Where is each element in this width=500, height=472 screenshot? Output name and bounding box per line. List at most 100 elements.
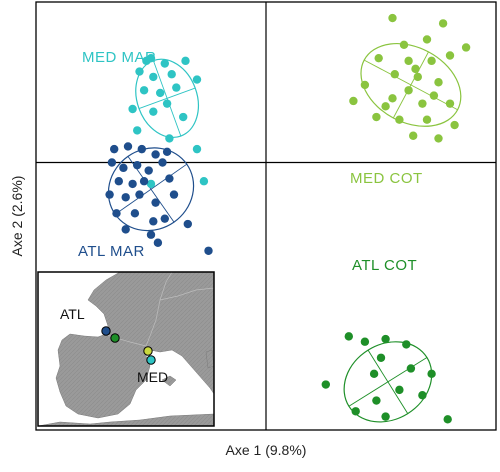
point-med-cot-25: [381, 102, 390, 111]
point-atl-cot-6: [406, 364, 416, 373]
point-med-cot-20: [395, 115, 404, 124]
point-atl-mar-24: [146, 230, 156, 239]
point-atl-mar-23: [121, 225, 130, 234]
point-atl-mar-14: [105, 190, 114, 199]
point-atl-cot-14: [443, 415, 452, 424]
point-med-mar-14: [179, 112, 188, 122]
point-atl-mar-2: [137, 144, 146, 154]
point-atl-mar-11: [128, 179, 137, 189]
point-med-mar-8: [139, 86, 149, 95]
point-med-cot-23: [409, 131, 418, 140]
point-med-cot-6: [404, 56, 413, 66]
point-med-cot-8: [445, 51, 455, 60]
point-med-cot-9: [390, 70, 399, 79]
point-med-cot-19: [372, 112, 381, 122]
point-med-cot-13: [404, 86, 413, 95]
inset-map-corsica: [205, 349, 214, 369]
point-atl-cot-11: [372, 396, 381, 405]
label-atl-cot: ATL COT: [352, 257, 417, 274]
point-med-cot-24: [434, 134, 443, 143]
point-med-mar-10: [172, 83, 181, 92]
point-atl-cot-13: [381, 412, 390, 421]
point-med-mar-18: [146, 179, 156, 189]
point-med-cot-16: [388, 94, 397, 103]
point-med-cot-0: [388, 13, 397, 23]
label-med-cot: MED COT: [350, 170, 423, 187]
x-axis-title: Axe 1 (9.8%): [226, 442, 307, 458]
point-med-mar-6: [167, 70, 176, 79]
label-atl-mar: ATL MAR: [78, 243, 145, 260]
inset-map-land: [55, 272, 214, 419]
point-med-mar-15: [133, 126, 142, 135]
point-atl-mar-27: [204, 246, 213, 255]
map-label-atl: ATL: [60, 306, 85, 322]
map-site-atl-cot: [110, 333, 120, 343]
map-site-med-cot: [143, 346, 153, 356]
point-atl-mar-21: [149, 217, 158, 226]
point-med-mar-3: [181, 56, 190, 66]
point-atl-mar-17: [151, 198, 160, 207]
point-med-cot-22: [450, 120, 459, 130]
ellipse-minor-axis-med-cot: [392, 51, 429, 119]
point-atl-cot-5: [369, 369, 379, 379]
point-atl-mar-5: [107, 158, 117, 167]
point-atl-mar-25: [153, 238, 163, 247]
point-med-mar-4: [135, 67, 144, 76]
point-atl-mar-6: [119, 163, 128, 173]
point-atl-cot-2: [381, 334, 390, 344]
point-atl-cot-0: [344, 332, 353, 341]
inset-map-north-africa: [38, 413, 214, 426]
point-med-mar-1: [146, 53, 156, 63]
point-atl-mar-0: [110, 144, 119, 154]
point-atl-mar-26: [183, 219, 192, 229]
point-atl-cot-10: [418, 391, 427, 400]
point-atl-mar-3: [151, 150, 160, 159]
point-atl-cot-4: [376, 353, 386, 362]
point-med-mar-11: [162, 99, 172, 108]
point-med-cot-5: [374, 53, 383, 63]
point-med-mar-5: [149, 72, 158, 82]
point-atl-mar-15: [121, 193, 130, 202]
inset-map-frame: [37, 271, 215, 427]
point-atl-mar-20: [130, 209, 140, 218]
point-med-cot-2: [399, 40, 409, 49]
point-med-cot-15: [349, 96, 358, 106]
point-med-cot-4: [461, 43, 471, 52]
point-med-mar-17: [192, 144, 202, 154]
label-med-mar: MED MAR: [82, 49, 156, 66]
ellipse-atl-mar: [107, 147, 195, 232]
point-med-cot-10: [413, 72, 422, 82]
point-med-cot-18: [445, 99, 455, 108]
point-atl-mar-10: [114, 177, 124, 186]
point-atl-mar-4: [162, 147, 172, 156]
inset-map-borders: [103, 272, 214, 347]
point-med-cot-17: [418, 99, 427, 108]
point-atl-mar-16: [135, 190, 144, 199]
point-atl-mar-12: [139, 177, 149, 186]
point-med-cot-11: [434, 78, 443, 87]
point-atl-cot-9: [395, 385, 404, 395]
map-site-med-mar: [146, 355, 156, 365]
data-points: [105, 13, 471, 424]
point-atl-cot-8: [321, 380, 330, 389]
ellipse-outline-atl-cot: [343, 341, 433, 423]
point-med-cot-26: [411, 64, 420, 74]
confidence-ellipses: [107, 42, 462, 423]
point-med-mar-12: [128, 104, 137, 114]
point-atl-mar-19: [112, 209, 121, 218]
point-med-cot-7: [427, 56, 436, 66]
map-site-atl-mar: [101, 326, 111, 336]
point-med-cot-21: [422, 115, 432, 124]
point-med-mar-9: [156, 88, 165, 98]
point-atl-mar-18: [169, 190, 179, 199]
point-med-mar-13: [149, 107, 158, 116]
point-atl-mar-8: [144, 166, 153, 175]
point-atl-mar-9: [158, 158, 167, 167]
point-atl-mar-7: [133, 160, 142, 170]
point-med-cot-12: [360, 80, 370, 90]
point-med-mar-16: [165, 134, 174, 143]
inset-map: ATL MED: [37, 271, 215, 427]
point-atl-cot-12: [351, 407, 360, 416]
y-axis-title: Axe 2 (2.6%): [9, 176, 25, 257]
